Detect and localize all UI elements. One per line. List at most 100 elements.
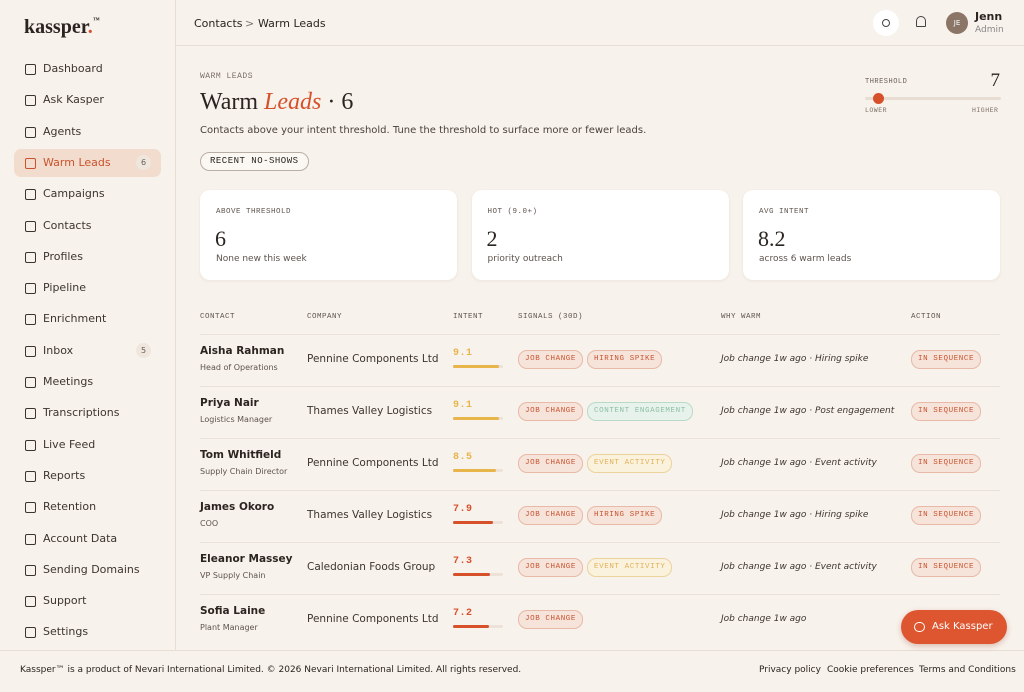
why-warm: Job change 1w ago (721, 614, 807, 624)
column-header: WHY WARM (721, 313, 762, 321)
nav-label: Pipeline (43, 281, 87, 295)
signal-chip: JOB CHANGE (518, 610, 584, 629)
nav-icon (25, 64, 36, 75)
threshold-track[interactable] (865, 97, 1001, 100)
nav-item[interactable]: Campaigns (14, 180, 161, 208)
intent-score: 7.9 (453, 504, 473, 515)
action-chip[interactable]: IN SEQUENCE (911, 402, 982, 421)
column-header: INTENT (453, 313, 484, 321)
contact-name[interactable]: Priya Nair (200, 397, 259, 409)
nav-item[interactable]: Meetings (14, 368, 161, 396)
threshold-knob[interactable] (873, 93, 884, 104)
action-chip[interactable]: IN SEQUENCE (911, 558, 982, 577)
nav-item[interactable]: Account Data (14, 525, 161, 553)
nav-icon (25, 408, 36, 420)
footer-link[interactable]: Cookie preferences (827, 665, 914, 675)
stat-label: ABOVE THRESHOLD (216, 208, 292, 216)
nav-item[interactable]: Contacts (14, 212, 161, 240)
theme-toggle[interactable] (873, 10, 899, 36)
stat-card: AVG INTENT 8.2 across 6 warm leads (743, 190, 1000, 280)
footer-link[interactable]: Privacy policy (759, 665, 821, 675)
nav-label: Profiles (43, 249, 83, 263)
brand-dot: . (87, 16, 93, 38)
why-warm: Job change 1w ago · Hiring spike (721, 354, 869, 364)
action-chip[interactable]: IN SEQUENCE (911, 454, 982, 473)
nav-item[interactable]: Profiles (14, 243, 161, 271)
contact-name[interactable]: James Okoro (200, 501, 275, 513)
stat-card: ABOVE THRESHOLD 6 None new this week (200, 190, 457, 280)
intent-bar (453, 573, 490, 576)
stat-label: AVG INTENT (759, 208, 810, 216)
action-chip[interactable]: IN SEQUENCE (911, 350, 982, 369)
brand-name: kassper (24, 16, 88, 38)
title-main: Warm (200, 89, 259, 115)
company: Pennine Components Ltd (307, 457, 439, 469)
company: Pennine Components Ltd (307, 353, 439, 365)
nav-item[interactable]: Ask Kasper (14, 86, 161, 114)
nav-item[interactable]: Transcriptions (14, 399, 161, 427)
column-header: ACTION (911, 313, 942, 321)
ask-label: Ask Kassper (932, 621, 993, 632)
threshold-label: THRESHOLD (865, 78, 908, 86)
contact-role: Plant Manager (200, 623, 258, 632)
contact-name[interactable]: Aisha Rahman (200, 345, 285, 357)
notification-bell[interactable] (916, 16, 926, 27)
nav-item[interactable]: Enrichment (14, 305, 161, 333)
nav-label: Agents (43, 124, 82, 138)
filter-chip[interactable]: RECENT NO-SHOWS (200, 152, 309, 171)
title-accent: Leads (264, 89, 322, 115)
nav-label: Settings (43, 625, 89, 639)
nav-item[interactable]: Settings (14, 618, 161, 646)
threshold-min: LOWER (865, 107, 888, 114)
company: Pennine Components Ltd (307, 613, 439, 625)
nav-icon (25, 627, 36, 639)
nav-label: Warm Leads (43, 155, 111, 169)
breadcrumb-parent[interactable]: Contacts (194, 17, 243, 30)
intent-bar (453, 365, 499, 368)
nav-icon (25, 126, 36, 138)
stat-label: HOT (9.0+) (487, 208, 538, 216)
nav-label: Transcriptions (43, 406, 120, 420)
nav-item[interactable]: Live Feed (14, 431, 161, 459)
table-row (200, 386, 1000, 439)
nav-item[interactable]: Sending Domains (14, 556, 161, 584)
table-row (200, 542, 1000, 595)
avatar[interactable]: JE (946, 12, 968, 34)
nav-label: Contacts (43, 218, 92, 232)
contact-name[interactable]: Sofia Laine (200, 605, 266, 617)
brand-tm: ™ (92, 16, 100, 24)
contact-name[interactable]: Tom Whitfield (200, 449, 282, 461)
signal-chip: HIRING SPIKE (587, 350, 663, 369)
ask-button[interactable]: Ask Kassper (901, 610, 1007, 644)
contact-name[interactable]: Eleanor Massey (200, 553, 293, 565)
nav-label: Ask Kasper (43, 93, 104, 107)
footer-link[interactable]: Terms and Conditions (919, 665, 1016, 675)
intent-score: 9.1 (453, 348, 473, 359)
contact-role: COO (200, 519, 219, 528)
intent-bar (453, 625, 489, 628)
signal-chip: EVENT ACTIVITY (587, 454, 673, 473)
nav-icon (25, 345, 36, 357)
intent-score: 8.5 (453, 452, 473, 463)
nav-item[interactable]: Support (14, 587, 161, 615)
eyebrow: WARM LEADS (200, 72, 254, 81)
nav-icon (25, 314, 36, 326)
nav-item[interactable]: Inbox 5 (14, 337, 161, 365)
brand-logo: kassper.™ (24, 16, 100, 39)
nav-item[interactable]: Reports (14, 462, 161, 490)
stat-note: across 6 warm leads (759, 254, 852, 264)
nav-item[interactable]: Agents (14, 118, 161, 146)
nav-item[interactable]: Retention (14, 493, 161, 521)
stat-note: None new this week (216, 254, 307, 264)
table-row (200, 334, 1000, 387)
nav-item[interactable]: Warm Leads 6 (14, 148, 161, 177)
contact-role: VP Supply Chain (200, 571, 266, 580)
threshold-max: HIGHER (972, 107, 999, 114)
nav-item[interactable]: Dashboard (14, 55, 161, 83)
nav-icon (25, 564, 36, 576)
action-chip[interactable]: IN SEQUENCE (911, 506, 982, 525)
nav-badge: 5 (136, 342, 151, 358)
nav-item[interactable]: Pipeline (14, 274, 161, 302)
contact-role: Head of Operations (200, 363, 278, 372)
